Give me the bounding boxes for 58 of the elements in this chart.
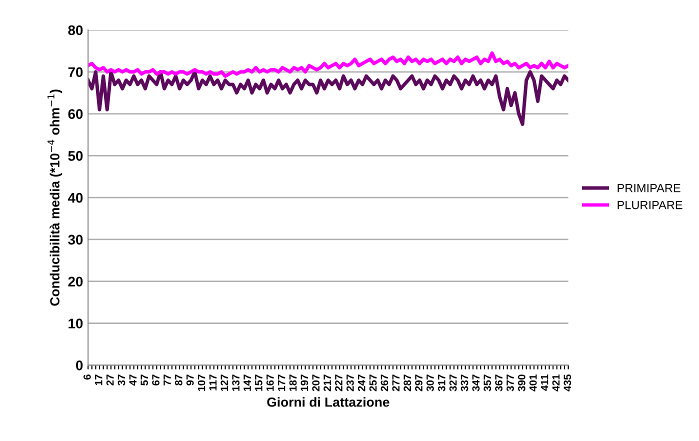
- legend-label: PLURIPARE: [618, 200, 682, 210]
- x-tick-label: 247: [358, 374, 366, 392]
- y-tick-label: 80: [68, 25, 83, 36]
- x-tick-label: 401: [529, 374, 537, 392]
- x-tick-label: 67: [152, 374, 160, 386]
- y-axis-title: Conducibilità media (*10$^{−4}$ ohm$^{−1}$): [48, 90, 62, 306]
- x-tick-label: 57: [140, 374, 148, 386]
- x-tick-label: 237: [346, 374, 354, 392]
- x-tick-label: 317: [438, 374, 446, 392]
- x-tick-label: 307: [426, 374, 434, 392]
- x-tick-label: 97: [186, 374, 194, 386]
- x-tick-label: 157: [255, 374, 262, 391]
- x-tick-label: 117: [209, 374, 217, 390]
- x-tick-label: 267: [380, 374, 388, 392]
- x-tick-label: 227: [335, 374, 342, 392]
- y-tick-label: 70: [68, 67, 83, 78]
- y-tick-label: 40: [68, 192, 83, 203]
- y-tick-label: 30: [68, 234, 83, 245]
- line-series: [88, 51, 568, 78]
- x-tick-label: 257: [369, 374, 377, 392]
- x-tick-label: 390: [518, 374, 526, 392]
- y-tick-label: 10: [68, 318, 83, 328]
- x-tick-label: 357: [484, 374, 492, 392]
- x-tick-label: 421: [552, 374, 560, 392]
- y-tick-label: 20: [68, 276, 83, 287]
- x-tick-label: 167: [266, 374, 274, 391]
- x-tick-label: 277: [392, 374, 400, 392]
- y-tick-label: 50: [68, 151, 83, 161]
- y-tick-label: 60: [68, 109, 83, 119]
- x-tick-label: 411: [540, 374, 548, 391]
- x-tick-label: 327: [449, 374, 457, 392]
- line-series: [88, 70, 568, 126]
- x-tick-label: 77: [164, 374, 171, 386]
- x-tick-label: 187: [289, 374, 297, 391]
- x-tick-label: 197: [300, 374, 308, 391]
- x-tick-label: 337: [460, 374, 468, 392]
- x-tick-label: 377: [506, 374, 514, 392]
- x-tick-label: 6: [83, 374, 91, 380]
- x-tick-label: 47: [129, 374, 136, 386]
- x-tick-label: 107: [198, 374, 206, 391]
- x-tick-label: 147: [244, 374, 251, 391]
- x-tick-label: 287: [404, 374, 412, 392]
- x-tick-label: 207: [312, 374, 320, 392]
- x-tick-label: 127: [220, 374, 228, 391]
- x-tick-label: 17: [95, 374, 102, 386]
- x-tick-label: 217: [324, 374, 331, 392]
- x-tick-label: 367: [495, 374, 502, 392]
- x-tick-label: 177: [278, 374, 286, 391]
- x-tick-label: 87: [174, 374, 182, 386]
- x-tick-label: 347: [472, 374, 480, 392]
- y-tick-label: 0: [76, 360, 83, 370]
- legend-label: PRIMIPARE: [618, 184, 680, 192]
- x-axis-title: Giorni di Lattazione: [267, 397, 390, 407]
- x-tick-label: 137: [232, 374, 240, 391]
- x-tick-label: 297: [415, 374, 422, 392]
- x-tick-label: 435: [564, 374, 572, 392]
- x-tick-label: 37: [118, 374, 126, 386]
- x-tick-label: 27: [106, 374, 114, 386]
